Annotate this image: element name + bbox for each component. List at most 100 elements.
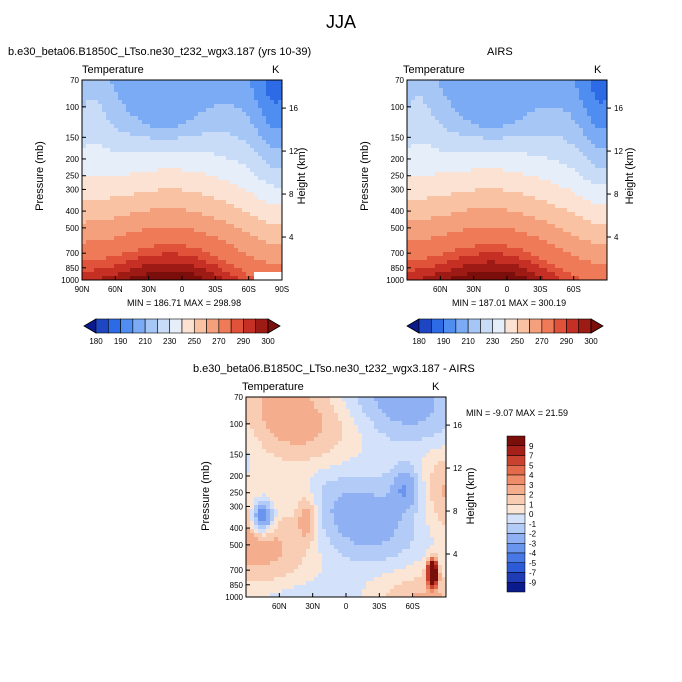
contour-cell	[166, 224, 171, 229]
contour-cell	[435, 276, 440, 281]
contour-cell	[266, 180, 271, 185]
contour-cell	[150, 264, 155, 269]
contour-cell	[106, 108, 111, 113]
contour-cell	[262, 96, 267, 101]
contour-cell	[250, 188, 255, 193]
contour-cell	[555, 112, 560, 117]
contour-cell	[230, 92, 235, 97]
contour-cell	[407, 84, 412, 89]
contour-cell	[571, 252, 576, 257]
colorbar-cell	[230, 318, 244, 334]
contour-cell	[455, 152, 460, 157]
contour-cell	[214, 252, 219, 257]
contour-cell	[551, 184, 556, 189]
contour-cell	[82, 176, 87, 181]
contour-cell	[527, 180, 532, 185]
contour-cell	[443, 228, 448, 233]
contour-cell	[559, 224, 564, 229]
contour-cell	[230, 80, 235, 85]
contour-cell	[527, 220, 532, 225]
contour-cell	[495, 248, 500, 253]
contour-cell	[511, 124, 516, 129]
contour-cell	[435, 272, 440, 277]
contour-cell	[491, 92, 496, 97]
contour-cell	[567, 224, 572, 229]
contour-cell	[258, 140, 263, 145]
contour-cell	[198, 140, 203, 145]
contour-cell	[122, 80, 127, 85]
contour-cell	[547, 172, 552, 177]
contour-cell	[130, 268, 135, 273]
contour-cell	[435, 168, 440, 173]
contour-cell	[86, 172, 91, 177]
contour-cell	[142, 236, 147, 241]
contour-cell	[531, 164, 536, 169]
contour-cell	[587, 244, 592, 249]
contour-cell	[407, 192, 412, 197]
contour-cell	[511, 236, 516, 241]
contour-cell	[563, 240, 568, 245]
contour-cell	[194, 220, 199, 225]
contour-cell	[114, 264, 119, 269]
contour-cell	[234, 248, 239, 253]
contour-cell	[278, 208, 283, 213]
contour-cell	[138, 176, 143, 181]
contour-cell	[138, 228, 143, 233]
contour-cell	[206, 84, 211, 89]
contour-cell	[110, 96, 115, 101]
contour-cell	[170, 132, 175, 137]
contour-cell	[134, 176, 139, 181]
contour-cell	[214, 220, 219, 225]
contour-cell	[467, 112, 472, 117]
contour-cell	[142, 204, 147, 209]
contour-cell	[583, 248, 588, 253]
contour-cell	[242, 124, 247, 129]
contour-cell	[515, 268, 520, 273]
contour-cell	[579, 192, 584, 197]
contour-cell	[419, 188, 424, 193]
contour-cell	[491, 272, 496, 277]
contour-cell	[407, 156, 412, 161]
contour-cell	[170, 208, 175, 213]
contour-cell	[166, 128, 171, 133]
contour-cell	[523, 188, 528, 193]
contour-cell	[535, 188, 540, 193]
contour-cell	[511, 80, 516, 85]
contour-cell	[258, 84, 263, 89]
contour-cell	[230, 96, 235, 101]
contour-cell	[555, 84, 560, 89]
contour-cell	[591, 80, 596, 85]
contour-cell	[475, 160, 480, 165]
contour-cell	[174, 176, 179, 181]
contour-cell	[130, 132, 135, 137]
contour-cell	[118, 172, 123, 177]
contour-cell	[178, 172, 183, 177]
contour-cell	[483, 120, 488, 125]
contour-cell	[98, 272, 103, 277]
contour-cell	[527, 264, 532, 269]
contour-cell	[515, 88, 520, 93]
contour-cell	[439, 184, 444, 189]
contour-cell	[166, 216, 171, 221]
contour-cell	[503, 100, 508, 105]
contour-cell	[543, 116, 548, 121]
contour-cell	[146, 260, 151, 265]
contour-cell	[222, 236, 227, 241]
contour-cell	[447, 144, 452, 149]
contour-cell	[499, 276, 504, 281]
contour-cell	[86, 80, 91, 85]
contour-cell	[102, 148, 107, 153]
contour-cell	[591, 92, 596, 97]
contour-cell	[274, 204, 279, 209]
contour-cell	[86, 116, 91, 121]
contour-cell	[463, 164, 468, 169]
contour-cell	[487, 252, 492, 257]
contour-cell	[487, 200, 492, 205]
contour-cell	[150, 112, 155, 117]
contour-cell	[134, 168, 139, 173]
contour-cell	[250, 196, 255, 201]
contour-cell	[218, 128, 223, 133]
contour-cell	[491, 80, 496, 85]
contour-cell	[202, 124, 207, 129]
contour-cell	[150, 120, 155, 125]
